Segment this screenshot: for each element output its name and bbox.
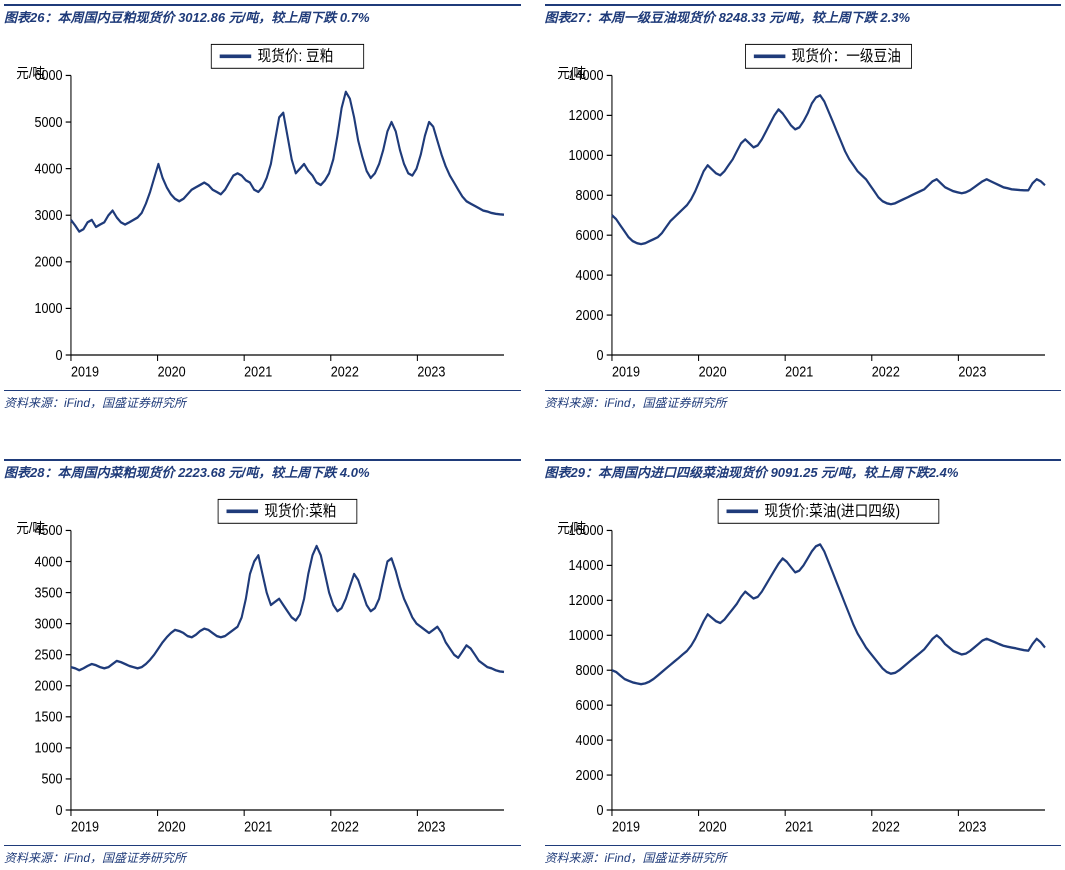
panel-26-chart: 0100020003000400050006000201920202021202…: [4, 32, 521, 390]
svg-text:2023: 2023: [958, 818, 986, 834]
svg-text:8000: 8000: [575, 662, 603, 678]
svg-text:0: 0: [56, 802, 63, 818]
svg-text:500: 500: [42, 771, 63, 787]
svg-text:2022: 2022: [331, 818, 359, 834]
panel-27: 图表27：本周一级豆油现货价 8248.33 元/吨，较上周下跌 2.3% 02…: [545, 4, 1062, 411]
svg-text:2000: 2000: [575, 307, 603, 323]
svg-text:2019: 2019: [71, 363, 99, 379]
svg-text:2019: 2019: [71, 818, 99, 834]
svg-text:元/吨: 元/吨: [557, 65, 586, 81]
svg-text:2021: 2021: [244, 818, 272, 834]
svg-text:2020: 2020: [698, 363, 726, 379]
svg-text:8000: 8000: [575, 187, 603, 203]
svg-text:4000: 4000: [575, 732, 603, 748]
svg-text:1000: 1000: [34, 300, 62, 316]
svg-text:0: 0: [56, 347, 63, 363]
svg-text:2023: 2023: [958, 363, 986, 379]
svg-text:3000: 3000: [34, 615, 62, 631]
svg-text:3000: 3000: [34, 207, 62, 223]
svg-text:10000: 10000: [568, 627, 603, 643]
panel-28-chart: 0500100015002000250030003500400045002019…: [4, 487, 521, 845]
panel-28-source: 资料来源：iFind，国盛证券研究所: [4, 845, 521, 866]
svg-text:10000: 10000: [568, 147, 603, 163]
svg-text:2000: 2000: [34, 677, 62, 693]
svg-text:2022: 2022: [331, 363, 359, 379]
svg-text:6000: 6000: [575, 227, 603, 243]
svg-text:2021: 2021: [785, 363, 813, 379]
svg-text:2020: 2020: [158, 363, 186, 379]
panel-27-chart: 0200040006000800010000120001400020192020…: [545, 32, 1062, 390]
panel-29-title: 图表29：本周国内进口四级菜油现货价 9091.25 元/吨，较上周下跌2.4%: [545, 459, 1062, 487]
svg-text:2021: 2021: [244, 363, 272, 379]
panel-29-chart: 0200040006000800010000120001400016000201…: [545, 487, 1062, 845]
panel-26-title: 图表26：本周国内豆粕现货价 3012.86 元/吨，较上周下跌 0.7%: [4, 4, 521, 32]
svg-text:4000: 4000: [34, 160, 62, 176]
svg-text:4000: 4000: [34, 553, 62, 569]
panel-29-source: 资料来源：iFind，国盛证券研究所: [545, 845, 1062, 866]
panel-28-title: 图表28：本周国内菜粕现货价 2223.68 元/吨，较上周下跌 4.0%: [4, 459, 521, 487]
svg-text:2022: 2022: [871, 363, 899, 379]
svg-text:12000: 12000: [568, 592, 603, 608]
svg-text:2020: 2020: [698, 818, 726, 834]
svg-text:现货价：一级豆油: 现货价：一级豆油: [791, 47, 900, 65]
svg-text:5000: 5000: [34, 114, 62, 130]
panel-28: 图表28：本周国内菜粕现货价 2223.68 元/吨，较上周下跌 4.0% 0 5…: [4, 459, 521, 866]
svg-text:2021: 2021: [785, 818, 813, 834]
svg-text:2000: 2000: [575, 767, 603, 783]
svg-text:2023: 2023: [417, 818, 445, 834]
svg-text:2020: 2020: [158, 818, 186, 834]
chart-svg: 0200040006000800010000120001400020192020…: [551, 42, 1056, 388]
panel-29: 图表29：本周国内进口四级菜油现货价 9091.25 元/吨，较上周下跌2.4%…: [545, 459, 1062, 866]
chart-svg: 0200040006000800010000120001400016000201…: [551, 497, 1056, 843]
chart-svg: 0500100015002000250030003500400045002019…: [10, 497, 515, 843]
svg-text:2022: 2022: [871, 818, 899, 834]
svg-text:现货价:菜粕: 现货价:菜粕: [264, 502, 336, 520]
svg-text:3500: 3500: [34, 584, 62, 600]
panel-27-source: 资料来源：iFind，国盛证券研究所: [545, 390, 1062, 411]
chart-grid: 图表26：本周国内豆粕现货价 3012.86 元/吨，较上周下跌 0.7% 0 1…: [4, 4, 1061, 866]
svg-text:4000: 4000: [575, 267, 603, 283]
svg-text:1000: 1000: [34, 739, 62, 755]
svg-text:6000: 6000: [575, 697, 603, 713]
svg-text:元/吨: 元/吨: [557, 520, 586, 536]
svg-text:现货价:菜油(进口四级): 现货价:菜油(进口四级): [764, 502, 900, 520]
chart-svg: 0100020003000400050006000201920202021202…: [10, 42, 515, 388]
svg-text:2500: 2500: [34, 646, 62, 662]
svg-text:2000: 2000: [34, 253, 62, 269]
svg-text:2019: 2019: [611, 363, 639, 379]
panel-26: 图表26：本周国内豆粕现货价 3012.86 元/吨，较上周下跌 0.7% 0 1…: [4, 4, 521, 411]
svg-text:现货价: 豆粕: 现货价: 豆粕: [258, 47, 334, 65]
svg-text:0: 0: [596, 347, 603, 363]
svg-text:2023: 2023: [417, 363, 445, 379]
svg-text:元/吨: 元/吨: [16, 520, 45, 536]
svg-text:12000: 12000: [568, 107, 603, 123]
svg-text:14000: 14000: [568, 557, 603, 573]
svg-text:0: 0: [596, 802, 603, 818]
panel-27-title: 图表27：本周一级豆油现货价 8248.33 元/吨，较上周下跌 2.3%: [545, 4, 1062, 32]
svg-text:1500: 1500: [34, 708, 62, 724]
panel-26-source: 资料来源：iFind，国盛证券研究所: [4, 390, 521, 411]
svg-text:元/吨: 元/吨: [16, 65, 45, 81]
svg-text:2019: 2019: [611, 818, 639, 834]
